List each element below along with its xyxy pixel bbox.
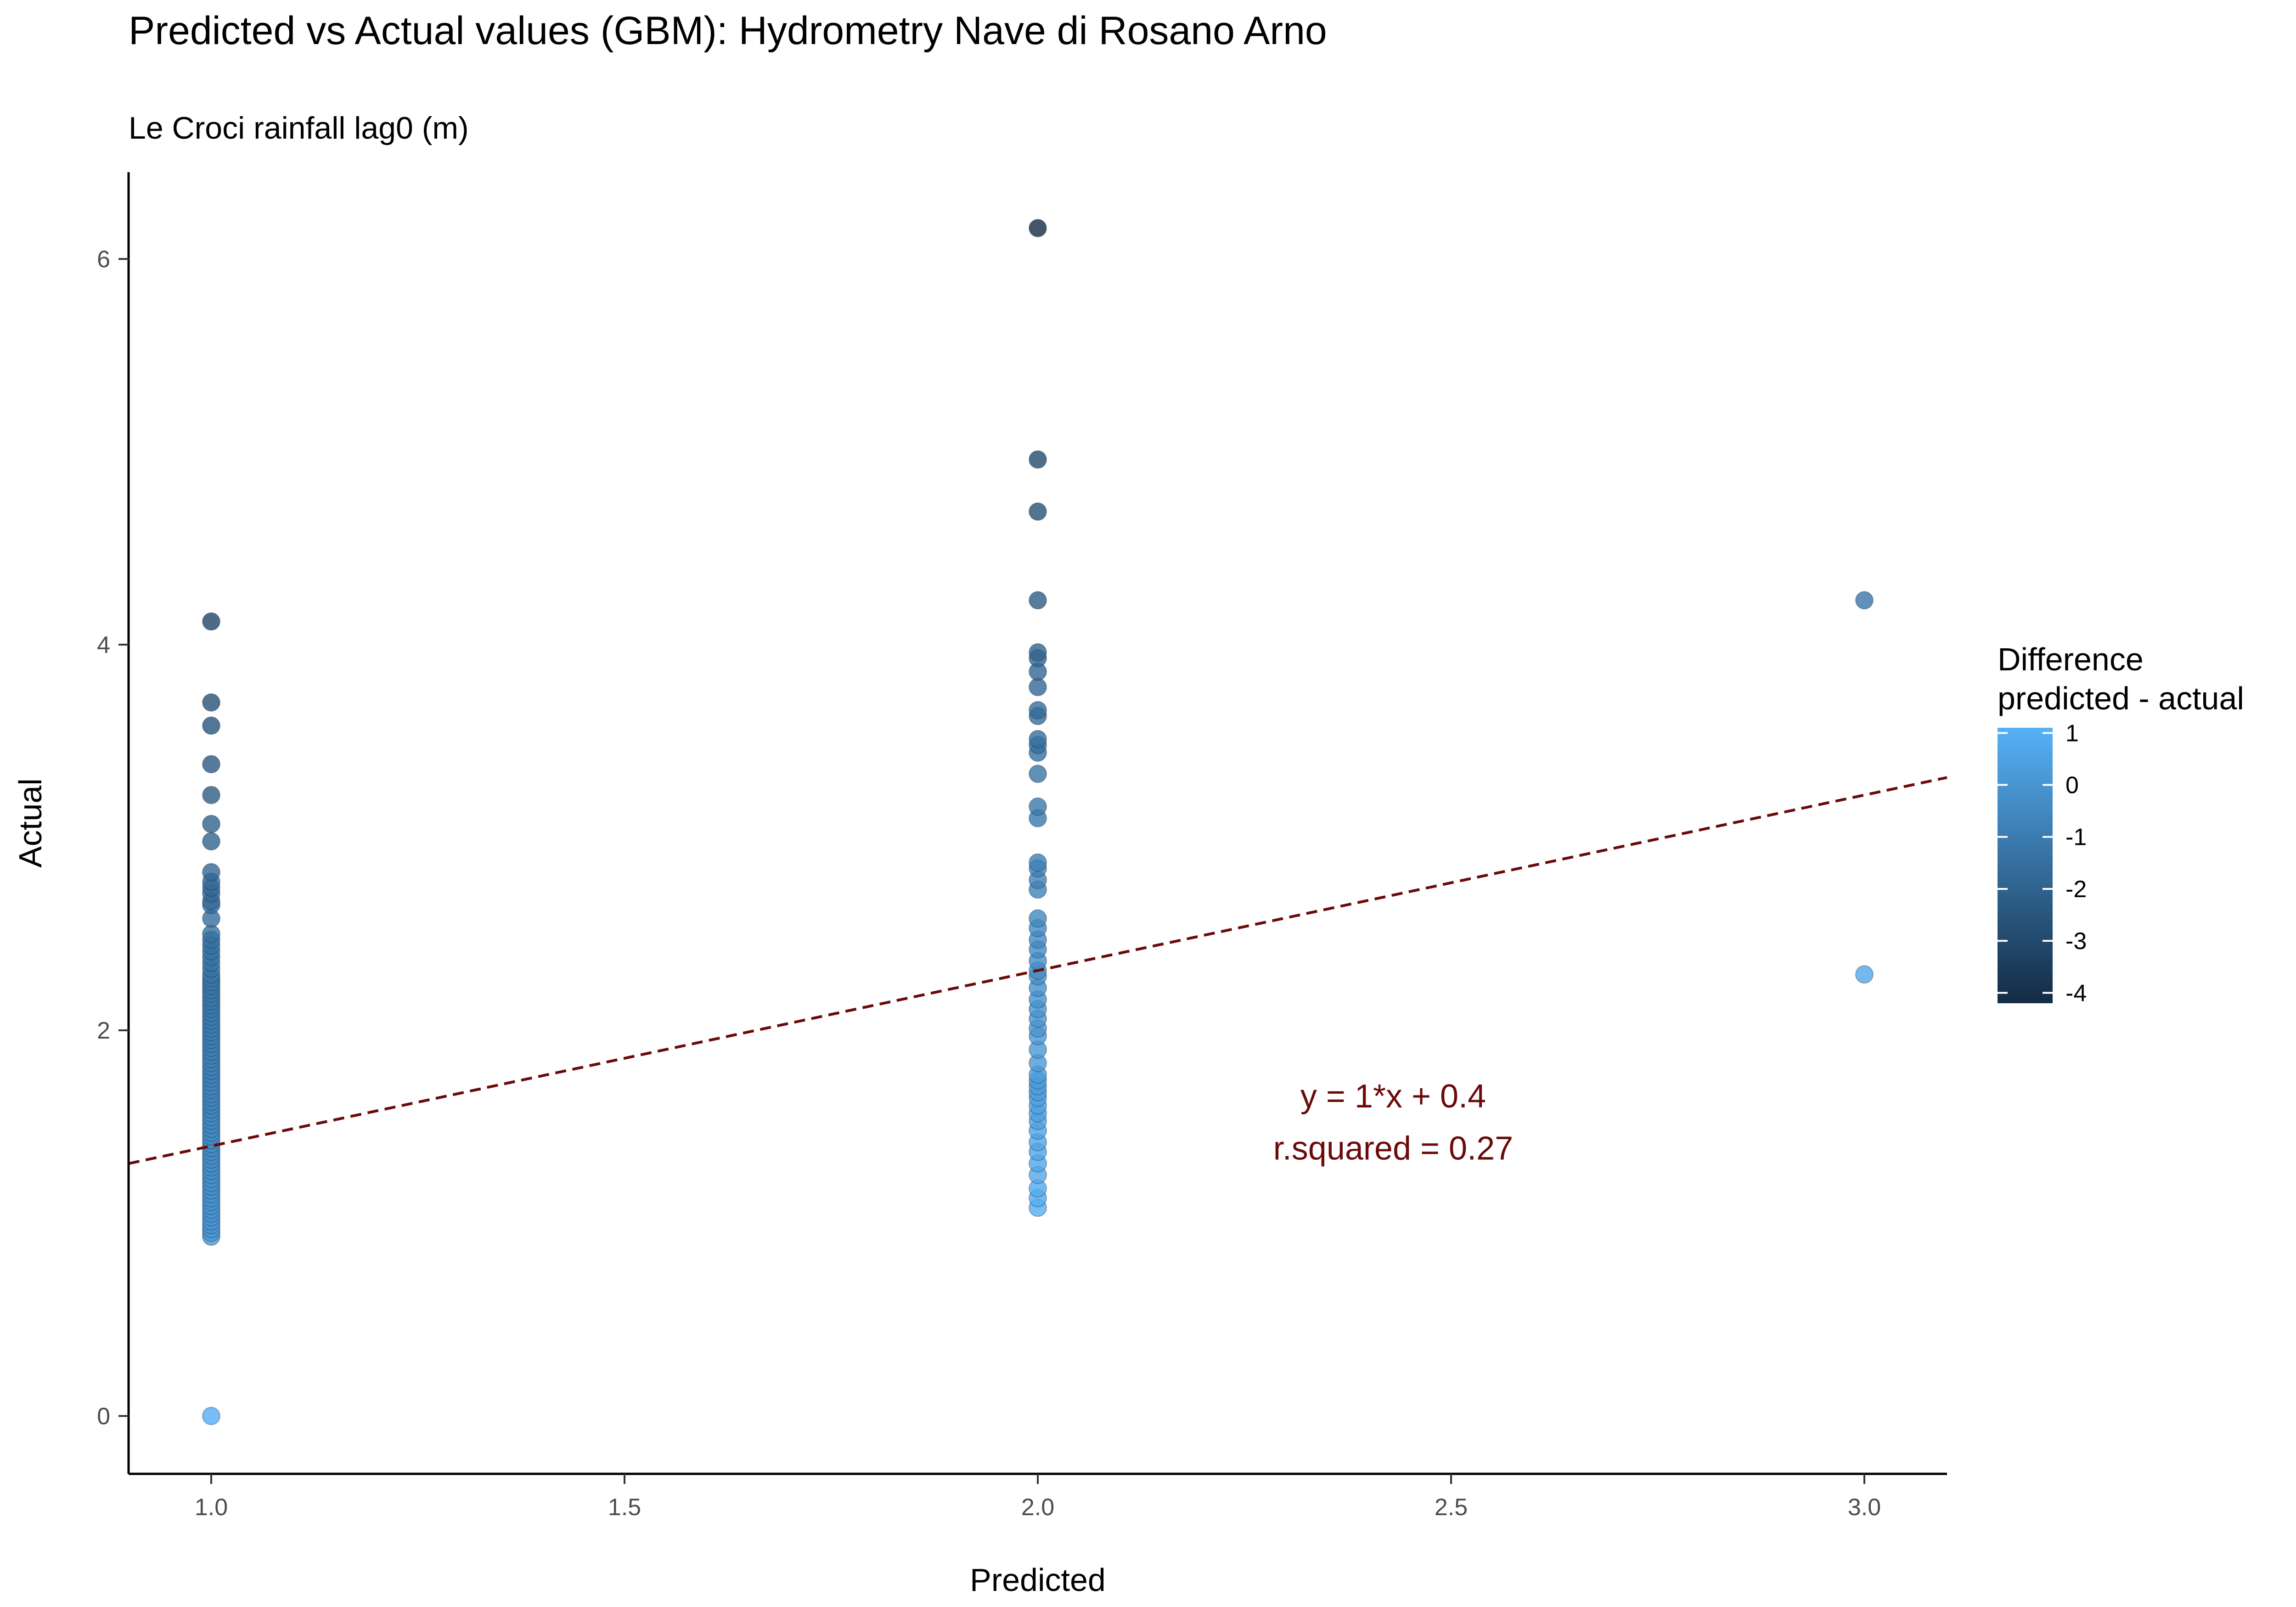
data-point xyxy=(1855,591,1874,610)
x-tick-label: 2.0 xyxy=(1021,1494,1054,1521)
regression-equation: y = 1*x + 0.4 xyxy=(1300,1078,1486,1115)
data-point xyxy=(1029,643,1047,662)
data-point xyxy=(202,863,220,882)
x-tick-label: 2.5 xyxy=(1435,1494,1468,1521)
legend-tick-label: 1 xyxy=(2065,720,2079,747)
y-tick-label: 2 xyxy=(97,1017,110,1044)
data-point xyxy=(1029,591,1047,610)
data-point xyxy=(1029,909,1047,928)
y-tick-label: 0 xyxy=(97,1403,110,1430)
data-point xyxy=(1029,502,1047,521)
y-axis-ticks: 0 2 4 6 xyxy=(97,246,129,1430)
data-point xyxy=(1029,797,1047,816)
regression-line xyxy=(128,776,1947,1165)
chart-subtitle: Le Croci rainfall lag0 (m) xyxy=(129,111,469,146)
legend-tick-label: -2 xyxy=(2065,876,2087,903)
data-point xyxy=(1029,678,1047,697)
legend-title-line-2: predicted - actual xyxy=(1998,680,2244,716)
legend-tick-label: -3 xyxy=(2065,928,2087,955)
data-point xyxy=(1029,853,1047,872)
data-point xyxy=(202,832,220,851)
legend-tick-label: -4 xyxy=(2065,980,2087,1006)
legend-colorbar xyxy=(1998,728,2053,1003)
legend-ticks: 1 0 -1 -2 -3 -4 xyxy=(1998,720,2087,1006)
y-tick-label: 4 xyxy=(97,632,110,658)
chart-title: Predicted vs Actual values (GBM): Hydrom… xyxy=(129,9,1327,53)
data-point xyxy=(202,693,220,712)
x-axis-ticks: 1.0 1.5 2.0 2.5 3.0 xyxy=(195,1474,1881,1521)
x-tick-label: 1.5 xyxy=(608,1494,641,1521)
data-point xyxy=(202,755,220,774)
data-point xyxy=(1029,730,1047,748)
data-point xyxy=(1855,965,1874,984)
y-axis-title: Actual xyxy=(12,778,48,868)
data-point xyxy=(1029,450,1047,469)
x-axis-title: Predicted xyxy=(970,1562,1106,1598)
y-tick-label: 6 xyxy=(97,246,110,273)
color-legend: Difference predicted - actual 1 0 -1 -2 -3 -4 xyxy=(1998,641,2244,1006)
data-point xyxy=(202,612,220,631)
r-squared-label: r.squared = 0.27 xyxy=(1273,1130,1513,1167)
x-tick-label: 3.0 xyxy=(1848,1494,1881,1521)
data-point xyxy=(202,786,220,804)
legend-tick-label: -1 xyxy=(2065,824,2087,851)
data-point xyxy=(202,815,220,833)
data-point xyxy=(1029,701,1047,719)
data-point xyxy=(202,716,220,735)
data-point xyxy=(202,1407,220,1425)
data-point xyxy=(1029,764,1047,783)
data-point xyxy=(1029,219,1047,237)
legend-tick-label: 0 xyxy=(2065,772,2079,799)
x-tick-label: 1.0 xyxy=(195,1494,228,1521)
data-points xyxy=(202,219,1874,1425)
legend-title-line-1: Difference xyxy=(1998,641,2144,677)
data-point xyxy=(202,925,220,943)
